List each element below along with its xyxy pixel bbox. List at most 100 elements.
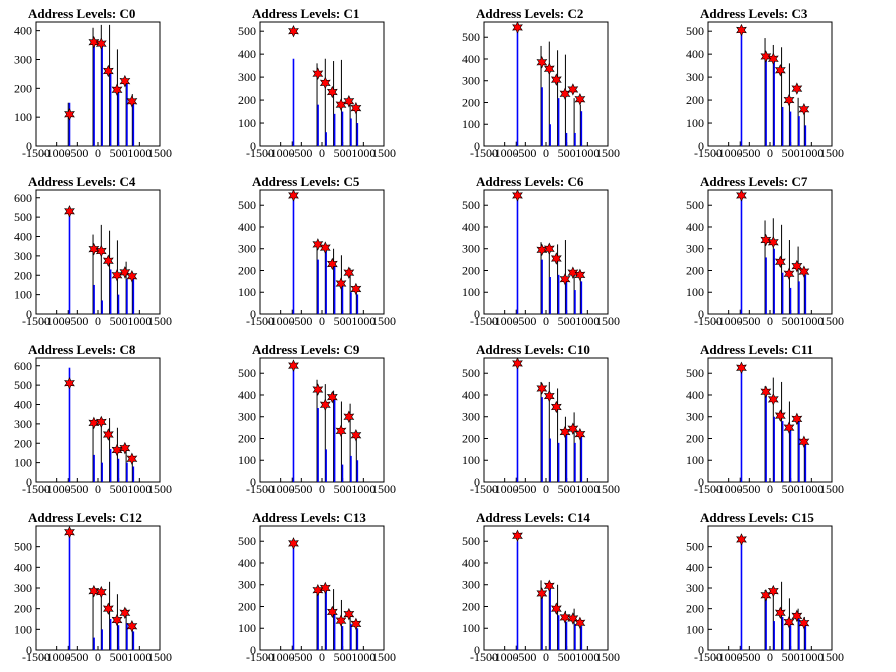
x-tick-label: -500: [290, 482, 312, 496]
panel-title: Address Levels: C10: [476, 342, 590, 357]
peak-marker: [312, 383, 324, 396]
plot-frame: [259, 357, 385, 483]
y-tick-label: 500: [14, 540, 32, 554]
chart-panel: Address Levels: C0 0 100 200 300 400 -1500-100…: [14, 6, 172, 160]
y-tick-label: 200: [238, 93, 256, 107]
y-tick-label: 400: [14, 398, 32, 412]
x-tick-label: 500: [782, 314, 800, 328]
y-tick-label: 0: [474, 475, 480, 489]
y-tick-label: 200: [462, 95, 480, 109]
panel-title: Address Levels: C13: [252, 510, 366, 525]
peak-marker: [119, 74, 131, 88]
y-tick-label: 300: [14, 581, 32, 595]
panel-title: Address Levels: C0: [28, 6, 135, 21]
x-tick-label: -1500: [246, 650, 274, 664]
x-tick-label: 1500: [820, 650, 844, 664]
peak-marker: [326, 85, 338, 99]
x-tick-label: 0: [319, 482, 325, 496]
y-tick-label: 200: [686, 431, 704, 445]
y-tick-label: 500: [462, 198, 480, 212]
peak-marker: [550, 73, 562, 86]
x-tick-label: -1000: [43, 650, 71, 664]
peak-marker: [783, 93, 795, 107]
x-tick-label: -1500: [246, 146, 274, 160]
y-tick-label: 100: [686, 285, 704, 299]
y-tick-label: 200: [14, 436, 32, 450]
peak-marker: [760, 385, 772, 398]
y-tick-label: 300: [14, 417, 32, 431]
peak-marker: [119, 606, 131, 620]
x-tick-label: 1500: [372, 314, 396, 328]
y-tick-label: 100: [238, 453, 256, 467]
x-tick-label: 500: [782, 650, 800, 664]
y-tick-label: 400: [686, 220, 704, 234]
x-tick-label: -1000: [715, 650, 743, 664]
x-tick-label: 1000: [575, 650, 599, 664]
x-tick-label: 500: [110, 146, 128, 160]
x-tick-label: 1000: [799, 650, 823, 664]
y-tick-label: 200: [686, 602, 704, 616]
x-tick-label: -1000: [491, 482, 519, 496]
x-tick-label: -1500: [694, 650, 722, 664]
peak-marker: [126, 620, 138, 633]
y-tick-label: 100: [14, 110, 32, 124]
peak-marker: [559, 425, 571, 439]
y-tick-label: 0: [474, 643, 480, 657]
chart-panel: Address Levels: C50100200300400500-1500-…: [238, 174, 396, 328]
peak-marker: [567, 83, 579, 96]
peak-marker: [119, 441, 131, 455]
y-tick-label: 400: [238, 388, 256, 402]
x-tick-label: -1000: [43, 314, 71, 328]
y-tick-label: 300: [14, 249, 32, 263]
peak-marker: [536, 56, 548, 69]
peak-marker: [126, 452, 138, 465]
x-tick-label: -500: [738, 314, 760, 328]
peak-marker: [774, 255, 786, 269]
x-tick-label: -1000: [267, 314, 295, 328]
y-tick-label: 600: [14, 191, 32, 205]
y-tick-label: 500: [14, 210, 32, 224]
y-tick-label: 500: [462, 366, 480, 380]
x-tick-label: 1000: [575, 314, 599, 328]
plot-frame: [35, 525, 161, 651]
y-tick-label: 400: [462, 220, 480, 234]
x-tick-label: -1000: [715, 314, 743, 328]
y-tick-label: 300: [14, 52, 32, 66]
x-tick-label: 500: [558, 314, 576, 328]
y-tick-label: 400: [462, 52, 480, 66]
peak-marker: [736, 361, 747, 375]
peak-marker: [512, 529, 523, 543]
y-tick-label: 100: [462, 621, 480, 635]
y-tick-label: 400: [14, 24, 32, 38]
x-tick-label: 0: [543, 650, 549, 664]
peak-marker: [343, 94, 355, 108]
x-tick-label: -500: [514, 482, 536, 496]
x-tick-label: 1000: [351, 482, 375, 496]
peak-marker: [559, 611, 571, 624]
x-tick-label: -1000: [267, 482, 295, 496]
plot-frame: [707, 21, 833, 147]
peak-marker: [64, 525, 75, 539]
x-tick-label: -500: [738, 482, 760, 496]
y-tick-label: 300: [686, 581, 704, 595]
x-tick-label: -500: [66, 314, 88, 328]
peak-marker: [343, 266, 355, 279]
x-tick-label: 0: [95, 650, 101, 664]
peak-marker: [767, 235, 779, 249]
peak-marker: [760, 50, 772, 63]
peak-marker: [543, 579, 555, 593]
y-tick-label: 300: [686, 70, 704, 84]
y-tick-label: 300: [238, 242, 256, 256]
x-tick-label: -1000: [491, 314, 519, 328]
peak-marker: [760, 589, 772, 602]
x-tick-label: 1500: [596, 146, 620, 160]
y-tick-label: 100: [462, 117, 480, 131]
y-tick-label: 300: [686, 410, 704, 424]
x-tick-label: -1500: [470, 314, 498, 328]
chart-panel: Address Levels: C4 0 100 200 300 400 500 600 -15…: [14, 174, 172, 328]
peak-marker: [102, 254, 114, 267]
peak-marker: [95, 244, 107, 258]
x-tick-label: -1500: [246, 482, 274, 496]
chart-panel: Address Levels: C20100200300400500-1500-…: [462, 6, 620, 160]
